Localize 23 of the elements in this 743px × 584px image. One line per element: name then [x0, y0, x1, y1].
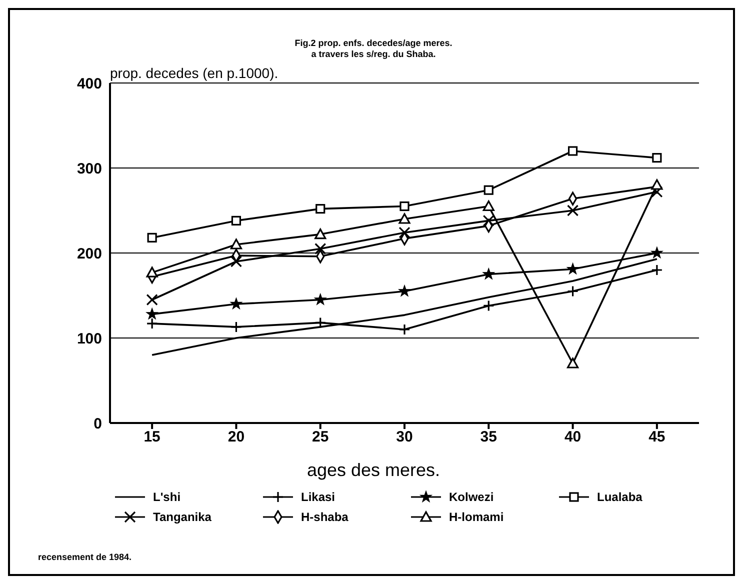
- legend-label: H-shaba: [301, 510, 348, 524]
- legend-label: Likasi: [301, 490, 336, 504]
- x-tick-label: 35: [480, 428, 497, 446]
- legend-label: Tanganika: [153, 510, 212, 524]
- x-tick-label: 45: [648, 428, 666, 446]
- x-tick-label: 25: [312, 428, 329, 446]
- x-tick-label: 40: [564, 428, 582, 446]
- text: recensement de 1984.: [38, 552, 132, 562]
- x-axis-title: ages des meres.: [306, 460, 442, 481]
- y-tick-label: 400: [76, 75, 102, 92]
- x-tick-label: 15: [144, 428, 160, 446]
- y-axis-title: prop. decedes (en p.1000).: [110, 65, 278, 81]
- legend-label: Lualaba: [597, 490, 642, 504]
- y-tick-label: 200: [76, 245, 102, 262]
- chart-title: Fig.2 prop. enfs. decedes/age meres. a travers les s/reg. du Shaba.: [294, 38, 454, 60]
- legend-label: L'shi: [153, 490, 181, 504]
- legend-label: Kolwezi: [449, 490, 494, 504]
- x-tick-label: 30: [396, 428, 413, 446]
- y-tick-label: 0: [94, 415, 102, 432]
- legend-label: H-lomami: [449, 510, 504, 524]
- y-tick-label: 100: [76, 330, 102, 348]
- y-tick-label: 300: [76, 160, 102, 178]
- x-tick-label: 20: [228, 428, 245, 446]
